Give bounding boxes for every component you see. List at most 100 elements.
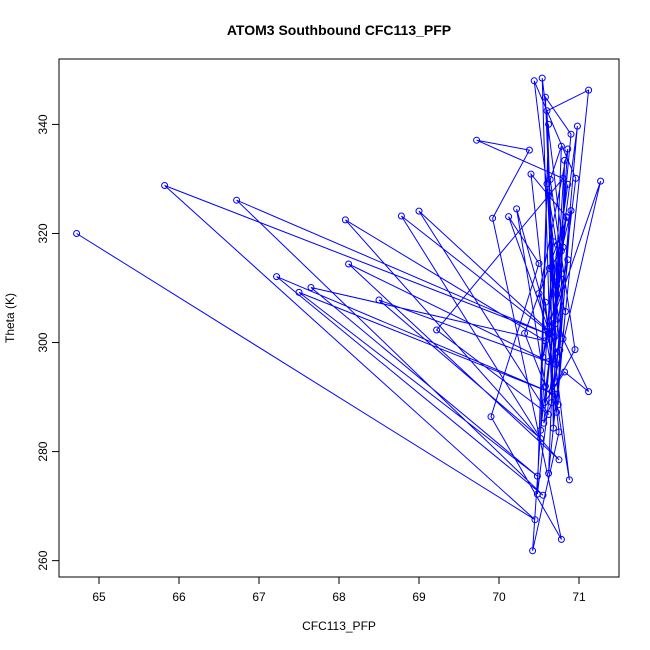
data-point <box>541 382 549 390</box>
data-point <box>538 74 546 82</box>
data-point <box>573 122 581 130</box>
y-tick-label: 300 <box>36 332 50 352</box>
y-axis: 260 280 300 320 340 <box>36 114 59 571</box>
data-point <box>295 288 303 296</box>
data-point <box>553 241 561 249</box>
x-tick-label: 65 <box>92 590 106 604</box>
data-point <box>551 333 559 340</box>
data-point <box>307 284 315 291</box>
data-point <box>553 408 561 416</box>
x-tick-label: 69 <box>412 590 426 604</box>
series-line <box>76 78 602 551</box>
series-polyline <box>76 78 602 551</box>
data-point <box>559 174 567 182</box>
data-point <box>585 86 593 94</box>
x-axis: 65 66 67 68 69 70 71 <box>92 577 586 604</box>
data-point <box>545 120 553 128</box>
data-point <box>571 346 579 354</box>
data-point <box>513 205 521 213</box>
data-point <box>567 130 575 138</box>
data-point <box>521 329 529 337</box>
data-point <box>585 388 593 396</box>
data-point <box>540 419 548 427</box>
data-point <box>567 207 575 215</box>
data-point <box>551 279 559 287</box>
data-point <box>545 191 553 199</box>
data-point <box>531 516 539 524</box>
x-tick-label: 67 <box>252 590 266 604</box>
data-point <box>545 264 553 272</box>
data-point <box>543 180 551 188</box>
y-tick-label: 340 <box>36 114 50 134</box>
data-point <box>555 428 563 436</box>
data-point <box>530 77 538 85</box>
y-tick-label: 320 <box>36 223 50 243</box>
data-point <box>375 296 383 304</box>
data-point <box>597 177 605 185</box>
data-point <box>555 456 563 464</box>
data-point <box>548 388 556 396</box>
data-point <box>541 337 549 345</box>
data-point <box>489 214 497 222</box>
x-tick-label: 70 <box>492 590 506 604</box>
data-point <box>572 174 580 182</box>
data-point <box>537 426 545 434</box>
data-point <box>557 270 565 278</box>
data-point <box>545 469 553 477</box>
data-point <box>545 189 553 197</box>
data-point <box>73 230 81 237</box>
data-point <box>554 401 562 409</box>
data-point <box>564 145 572 153</box>
data-point <box>487 413 495 421</box>
data-point <box>549 424 557 432</box>
data-point <box>562 213 570 221</box>
data-point <box>559 335 567 343</box>
data-point <box>561 308 569 315</box>
data-point <box>564 256 572 264</box>
data-point <box>564 180 572 188</box>
data-point <box>397 212 405 220</box>
data-point <box>433 326 441 334</box>
data-point <box>541 399 549 406</box>
series-points <box>73 74 605 555</box>
data-point <box>529 547 537 555</box>
data-point <box>533 472 541 480</box>
data-point <box>565 476 573 484</box>
data-point <box>415 207 423 215</box>
y-tick-label: 280 <box>36 441 50 461</box>
data-point <box>525 146 533 154</box>
data-point <box>539 353 547 361</box>
data-point <box>543 325 551 333</box>
y-tick-label: 260 <box>36 550 50 570</box>
y-axis-label: Theta (K) <box>3 293 17 343</box>
data-point <box>561 368 569 376</box>
chart-title: ATOM3 Southbound CFC113_PFP <box>227 22 451 38</box>
data-point <box>543 107 551 115</box>
data-point <box>541 298 549 306</box>
data-point <box>551 320 559 328</box>
data-point <box>341 216 349 224</box>
data-point <box>552 360 560 368</box>
data-point <box>557 142 565 150</box>
data-point <box>535 260 543 267</box>
data-point <box>557 535 565 543</box>
data-point <box>505 213 513 221</box>
data-point <box>473 136 481 144</box>
data-point <box>161 182 169 189</box>
data-point <box>541 93 549 101</box>
data-point <box>233 196 241 204</box>
data-point <box>545 411 553 418</box>
data-point <box>557 247 565 255</box>
data-point <box>345 260 353 268</box>
data-point <box>556 346 564 354</box>
data-point <box>561 156 569 164</box>
x-tick-label: 71 <box>572 590 586 604</box>
x-tick-label: 68 <box>332 590 346 604</box>
data-point <box>273 273 281 281</box>
data-point <box>563 214 571 222</box>
data-point <box>527 170 535 178</box>
data-point <box>537 435 545 442</box>
data-point <box>535 290 543 297</box>
data-point <box>551 378 559 386</box>
